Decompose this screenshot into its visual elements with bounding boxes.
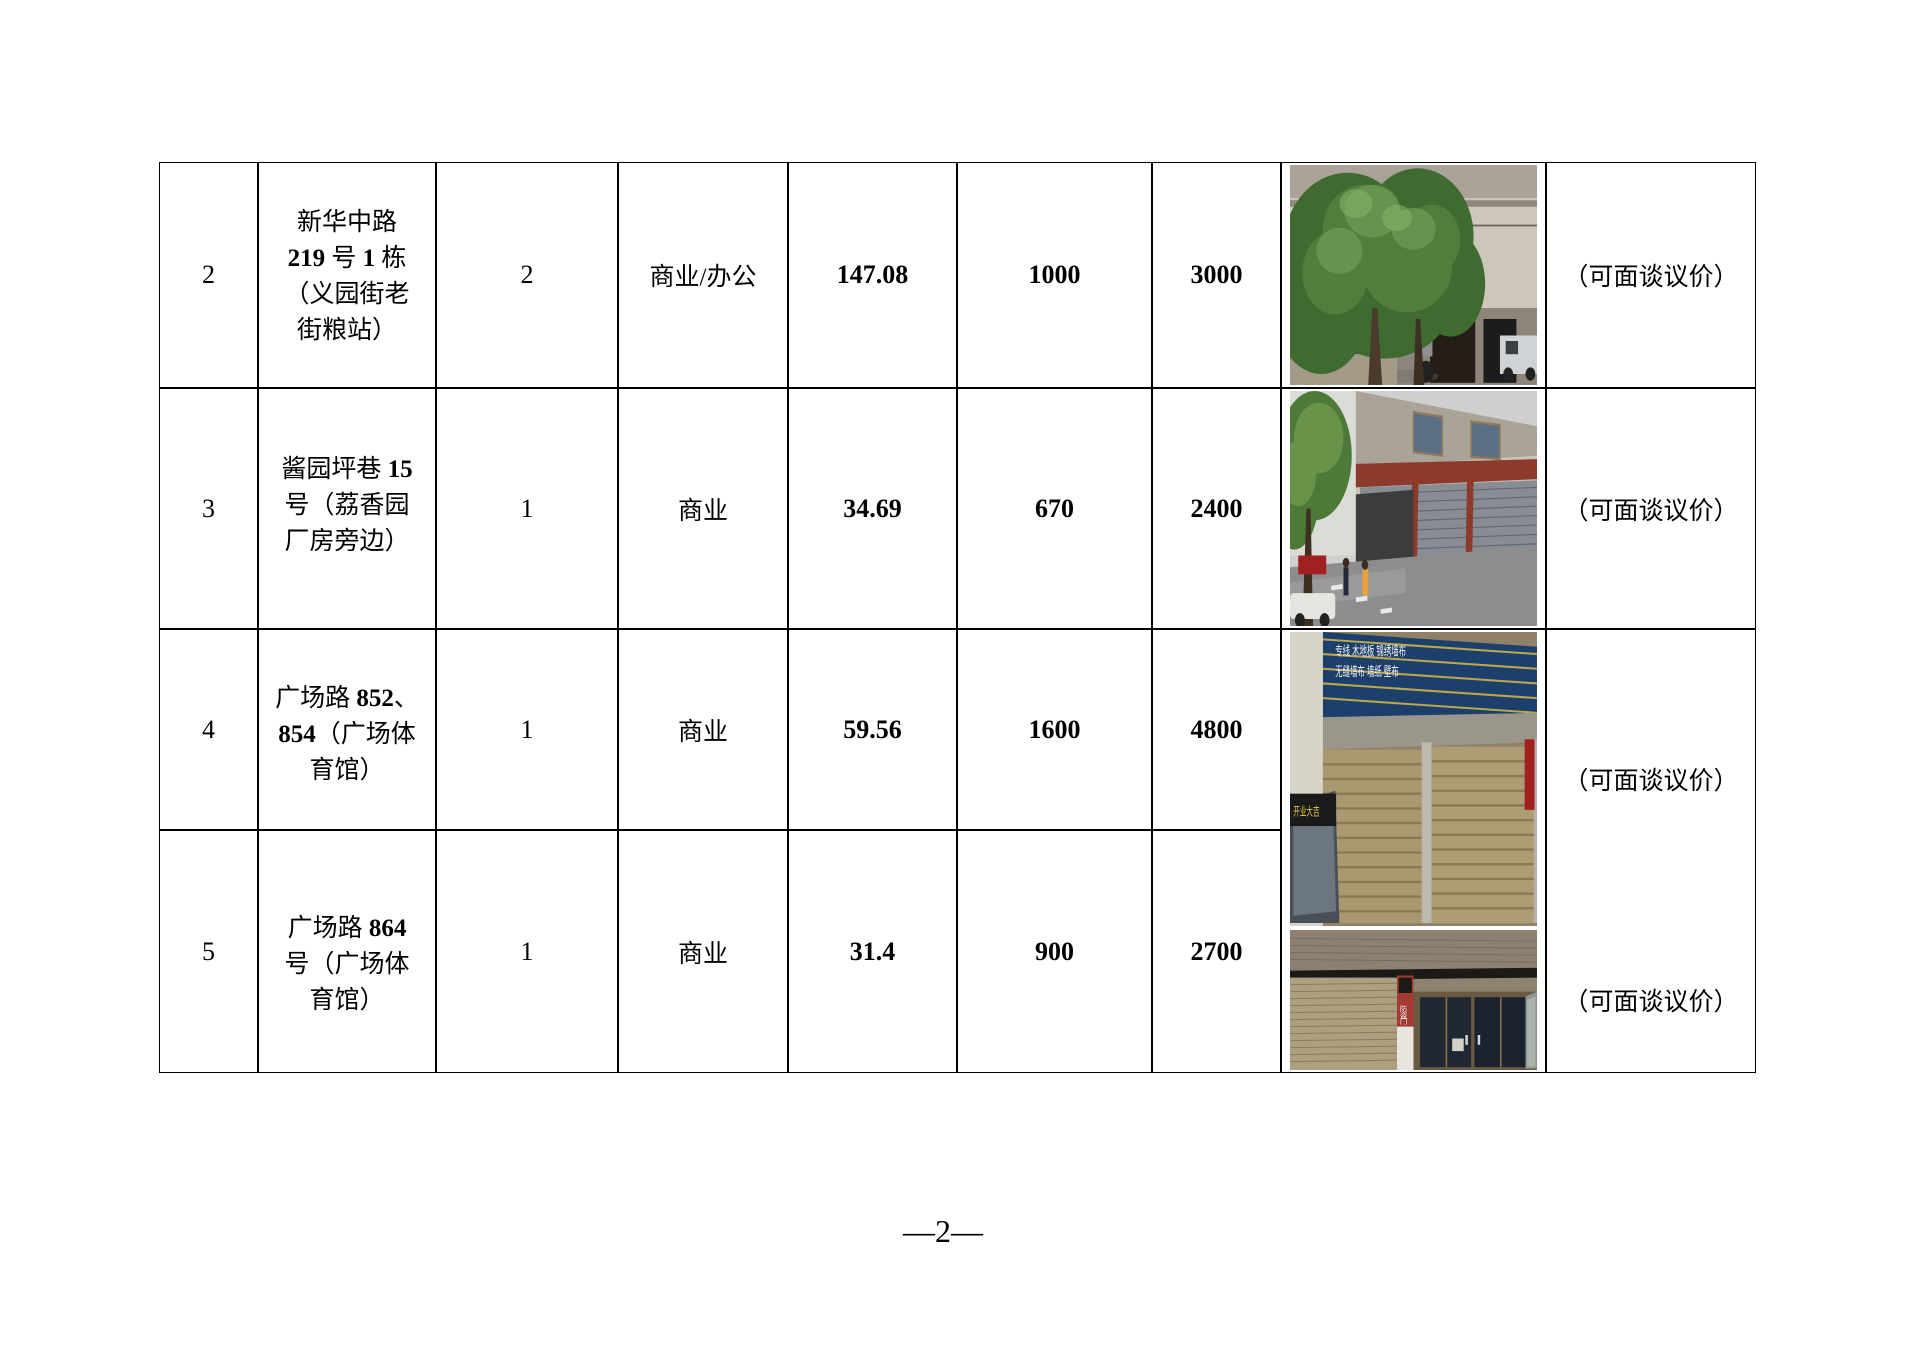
svg-text:无缝墙布 墙纸 壁布: 无缝墙布 墙纸 壁布: [1335, 664, 1399, 680]
svg-text:专线 木地板 锦绣墙布: 专线 木地板 锦绣墙布: [1335, 643, 1406, 659]
svg-text:开业大吉: 开业大吉: [1293, 805, 1319, 820]
